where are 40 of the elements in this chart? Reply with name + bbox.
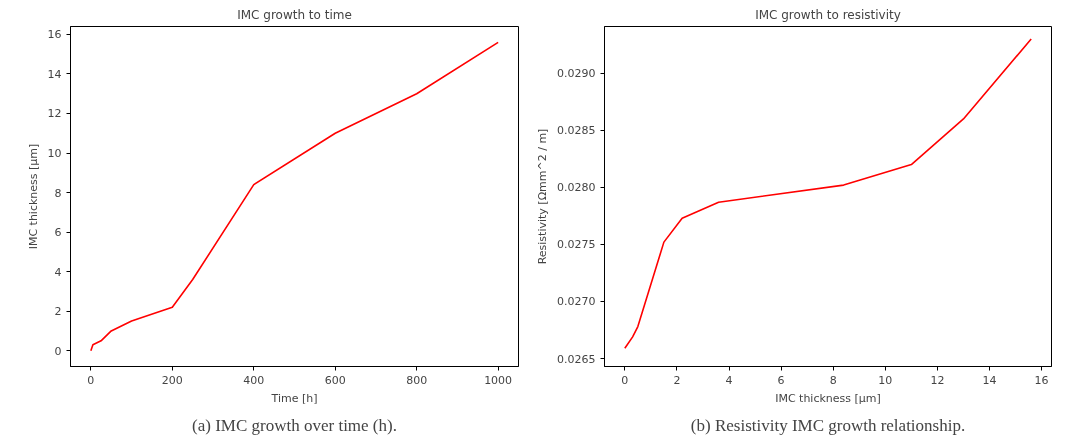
x-tick-label: 0 [87,373,95,387]
y-tick-label: 0.0290 [557,67,596,81]
line-series [90,41,499,352]
x-tick-label: 6 [777,373,785,387]
y-tick-label: 6 [54,226,62,240]
x-tick-label: 10 [878,373,893,387]
x-tick-label: 0 [621,373,629,387]
x-tick-label: 16 [1034,373,1049,387]
y-tick-label: 16 [47,28,62,42]
y-tick-label: 8 [54,186,62,200]
x-tick-label: 12 [930,373,945,387]
y-axis-title: IMC thickness [µm] [26,143,40,250]
x-tick-label: 14 [982,373,997,387]
y-tick-label: 0.0285 [557,124,596,138]
text: (b) Resistivity IMC growth relationship. [690,415,966,435]
x-tick-label: 400 [243,373,265,387]
x-tick-label: 4 [725,373,733,387]
y-tick-label: 0.0275 [557,238,596,252]
y-tick-label: 14 [47,67,62,81]
y-tick-label: 0.0270 [557,295,596,309]
chart-title: IMC growth to resistivity [755,7,901,22]
x-tick-label: 600 [324,373,346,387]
y-tick-label: 10 [47,147,62,161]
chart-title: IMC growth to time [237,7,352,22]
line-series [624,38,1032,350]
y-axis-title: Resistivity [Ωmm^2 / m] [536,128,550,265]
x-tick-label: 2 [673,373,681,387]
y-tick-label: 0.0265 [557,352,596,366]
x-axis-title: Time [h] [270,391,318,405]
y-tick-label: 0.0280 [557,181,596,195]
y-tick-label: 4 [54,265,62,279]
x-tick-label: 200 [161,373,183,387]
x-tick-label: 8 [829,373,837,387]
text: (a) IMC growth over time (h). [192,415,397,435]
y-tick-label: 0 [54,344,62,358]
x-tick-label: 800 [406,373,428,387]
y-tick-label: 2 [54,305,62,319]
y-tick-label: 12 [47,107,62,121]
x-tick-label: 1000 [484,373,513,387]
x-axis-title: IMC thickness [µm] [775,391,881,405]
